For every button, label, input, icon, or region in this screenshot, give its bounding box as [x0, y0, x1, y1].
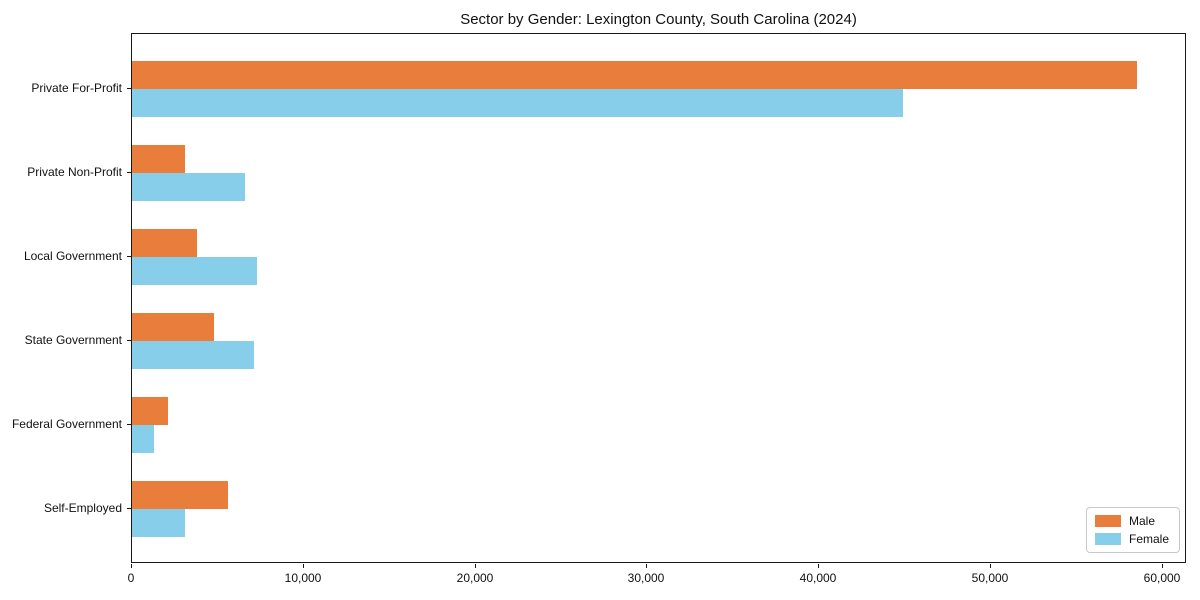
bar-female-self-employed — [132, 509, 185, 538]
bar-male-private-non-profit — [132, 144, 185, 173]
bar-male-federal-government — [132, 397, 168, 426]
y-tick-label-federal-government: Federal Government — [11, 417, 122, 431]
x-tick-label-40-000: 40,000 — [799, 571, 837, 585]
bar-male-state-government — [132, 313, 214, 342]
x-tick-mark-60-000 — [1162, 564, 1163, 568]
y-tick-label-state-government: State Government — [24, 333, 122, 347]
y-tick-label-private-for-profit: Private For-Profit — [31, 81, 122, 95]
y-tick-label-local-government: Local Government — [23, 249, 122, 263]
x-axis: 0 10,000 20,000 30,000 40,000 50,000 60,000 — [127, 564, 1186, 594]
y-tick-mark-private-for-profit — [127, 88, 131, 89]
y-tick-mark-private-non-profit — [127, 172, 131, 173]
y-axis: Private For-Profit Private Non-Profit Loca… — [0, 33, 131, 563]
y-tick-label-self-employed: Self-Employed — [43, 501, 122, 515]
y-tick-mark-federal-government — [127, 424, 131, 425]
bar-female-local-government — [132, 256, 257, 285]
bar-female-federal-government — [132, 425, 154, 454]
y-tick-mark-state-government — [127, 340, 131, 341]
legend-item-female: Female — [1094, 532, 1169, 546]
y-tick-mark-local-government — [127, 256, 131, 257]
x-tick-mark-30-000 — [646, 564, 647, 568]
x-tick-label-20-000: 20,000 — [456, 571, 494, 585]
bar-female-state-government — [132, 341, 254, 370]
x-tick-label-30-000: 30,000 — [627, 571, 665, 585]
legend: Male Female — [1085, 507, 1180, 553]
chart-title: Sector by Gender: Lexington County, Sout… — [460, 11, 857, 28]
bar-male-self-employed — [132, 481, 228, 510]
legend-label-female: Female — [1128, 532, 1169, 546]
legend-item-male: Male — [1094, 514, 1169, 528]
plot-area: Male Female — [131, 33, 1186, 563]
y-tick-mark-self-employed — [127, 508, 131, 509]
legend-label-male: Male — [1128, 514, 1155, 528]
x-tick-mark-10-000 — [303, 564, 304, 568]
x-tick-label-60-000: 60,000 — [1143, 571, 1181, 585]
y-tick-label-private-non-profit: Private Non-Profit — [27, 165, 122, 179]
x-tick-mark-40-000 — [818, 564, 819, 568]
x-tick-label-0: 0 — [127, 571, 135, 585]
x-tick-mark-0 — [131, 564, 132, 568]
x-tick-mark-50-000 — [990, 564, 991, 568]
bar-female-private-non-profit — [132, 172, 245, 201]
x-tick-label-50-000: 50,000 — [971, 571, 1009, 585]
x-tick-mark-20-000 — [475, 564, 476, 568]
legend-swatch-female — [1094, 533, 1121, 545]
bar-male-local-government — [132, 228, 197, 257]
bar-female-private-for-profit — [132, 88, 903, 117]
x-tick-label-10-000: 10,000 — [284, 571, 322, 585]
bar-male-private-for-profit — [132, 60, 1137, 89]
legend-swatch-male — [1094, 515, 1121, 527]
